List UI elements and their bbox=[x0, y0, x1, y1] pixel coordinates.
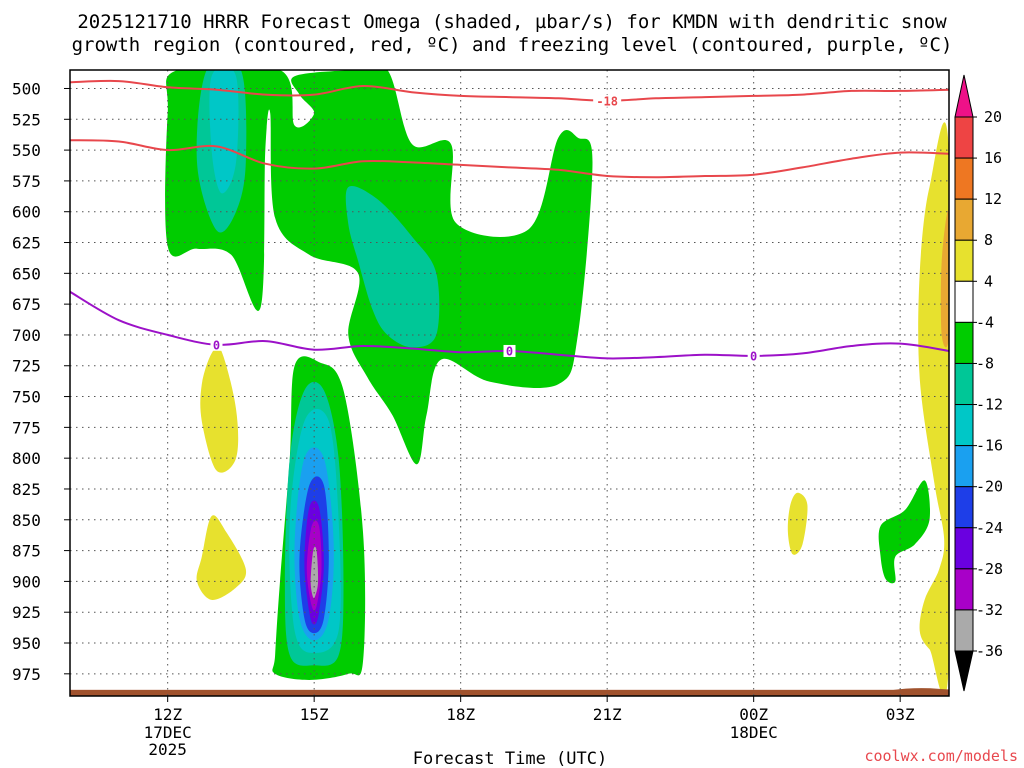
contour-label-bg bbox=[747, 349, 760, 362]
omega-region-upward-motion-small-low bbox=[878, 480, 931, 584]
colorbar-tick-label: 12 bbox=[984, 190, 1002, 208]
x-tick-date: 18DEC bbox=[730, 723, 778, 742]
colorbar-tick-label: 8 bbox=[984, 231, 993, 249]
chart-title-line2: growth region (contoured, red, ºC) and f… bbox=[72, 34, 953, 56]
contour-label-bg bbox=[593, 94, 622, 107]
credit-text: coolwx.com/models bbox=[864, 747, 1018, 765]
x-tick-label: 21Z bbox=[593, 705, 622, 724]
colorbar-band bbox=[954, 198, 974, 241]
colorbar-tick-label: 20 bbox=[984, 108, 1002, 126]
colorbar-tick-label: -28 bbox=[976, 560, 1003, 578]
colorbar-tick-label: -12 bbox=[976, 396, 1003, 414]
y-tick-label: 875 bbox=[12, 542, 41, 561]
x-tick-label: 15Z bbox=[300, 705, 329, 724]
colorbar-tick-label: 4 bbox=[984, 272, 993, 290]
x-tick-date: 17DEC bbox=[144, 723, 192, 742]
colorbar-bottom-arrow bbox=[954, 650, 974, 692]
y-tick-label: 600 bbox=[12, 203, 41, 222]
colorbar-band bbox=[954, 116, 974, 159]
colorbar-band bbox=[954, 486, 974, 529]
colorbar-band bbox=[954, 527, 974, 570]
colorbar-band bbox=[954, 321, 974, 364]
omega-region-sinking-motion-blob-2 bbox=[196, 515, 247, 600]
contour-label: -18 bbox=[596, 94, 618, 108]
x-tick-label: 03Z bbox=[886, 705, 915, 724]
colorbar-band bbox=[954, 609, 974, 652]
contour-dendritic-18c-top bbox=[70, 79, 949, 102]
plot-frame bbox=[69, 69, 950, 697]
colorbar-band bbox=[954, 239, 974, 282]
contour-label: 0 bbox=[750, 349, 757, 363]
omega-region-sinking-motion-blob-3 bbox=[787, 492, 808, 555]
contour-label: 0 bbox=[213, 338, 220, 352]
colorbar-band bbox=[954, 362, 974, 406]
y-tick-label: 625 bbox=[12, 234, 41, 253]
x-tick-label: 12Z bbox=[153, 705, 182, 724]
contour-layer: -18 0 0 0 bbox=[70, 79, 949, 363]
y-axis: 500 525 550 575 600 625 650 675 700 725 750 775 800 8… bbox=[12, 79, 70, 684]
y-tick-label: 700 bbox=[12, 326, 41, 345]
y-tick-label: 675 bbox=[12, 295, 41, 314]
colorbar-tick-label: -24 bbox=[976, 519, 1003, 537]
omega-region-sinking-motion-right-edge-8-12 bbox=[940, 209, 949, 348]
y-tick-label: 900 bbox=[12, 572, 41, 591]
plot-area: -18 0 0 0 bbox=[69, 69, 950, 697]
chart-title-line1: 2025121710 HRRR Forecast Omega (shaded, … bbox=[77, 11, 947, 33]
omega-region-sinking-motion-right-edge bbox=[918, 122, 949, 696]
omega-region-upward-motion-16-upper bbox=[209, 70, 239, 194]
colorbar-band bbox=[954, 445, 974, 488]
colorbar-tick-label: -32 bbox=[976, 601, 1003, 619]
colorbar-band bbox=[954, 280, 974, 323]
omega-region-sinking-motion-blob-1 bbox=[200, 346, 239, 473]
x-tick-label: 18Z bbox=[446, 705, 475, 724]
colorbar-tick-label: -16 bbox=[976, 437, 1003, 455]
y-tick-label: 825 bbox=[12, 480, 41, 499]
terrain-bump bbox=[890, 688, 949, 691]
y-tick-label: 525 bbox=[12, 110, 41, 129]
y-tick-label: 500 bbox=[12, 79, 41, 98]
colorbar: 20 16 12 8 4 -4 -8 -12 -16 -20 -24 -28 -32 -36 bbox=[954, 74, 1003, 692]
colorbar-band bbox=[954, 157, 974, 200]
y-tick-label: 925 bbox=[12, 603, 41, 622]
colorbar-tick-label: -4 bbox=[976, 313, 994, 331]
grid-lines bbox=[70, 70, 949, 696]
y-tick-label: 950 bbox=[12, 634, 41, 653]
y-tick-label: 975 bbox=[12, 665, 41, 684]
contour-label-bg bbox=[503, 344, 516, 357]
y-tick-label: 650 bbox=[12, 264, 41, 283]
y-tick-label: 800 bbox=[12, 449, 41, 468]
contour-label: 0 bbox=[506, 344, 513, 358]
colorbar-band bbox=[954, 404, 974, 447]
contour-label-bg bbox=[210, 338, 223, 351]
y-tick-label: 550 bbox=[12, 141, 41, 160]
colorbar-tick-label: 16 bbox=[984, 149, 1002, 167]
omega-region-upward-motion-12-middle bbox=[345, 186, 440, 348]
colorbar-band bbox=[954, 568, 974, 611]
colorbar-tick-label: -20 bbox=[976, 478, 1003, 496]
y-tick-label: 775 bbox=[12, 418, 41, 437]
x-axis-label: Forecast Time (UTC) bbox=[413, 749, 607, 768]
y-tick-label: 575 bbox=[12, 172, 41, 191]
shaded-omega-layer bbox=[70, 70, 949, 696]
omega-region-low-core-36 bbox=[310, 546, 319, 598]
x-tick-year: 2025 bbox=[148, 740, 187, 759]
y-tick-label: 850 bbox=[12, 511, 41, 530]
y-tick-label: 725 bbox=[12, 357, 41, 376]
terrain-band bbox=[70, 689, 949, 696]
colorbar-top-arrow bbox=[954, 74, 974, 118]
x-tick-label: 00Z bbox=[739, 705, 768, 724]
y-tick-label: 750 bbox=[12, 388, 41, 407]
colorbar-tick-label: -36 bbox=[976, 642, 1003, 660]
colorbar-tick-label: -8 bbox=[976, 354, 994, 372]
contour-dendritic-12c-bottom bbox=[70, 139, 949, 179]
